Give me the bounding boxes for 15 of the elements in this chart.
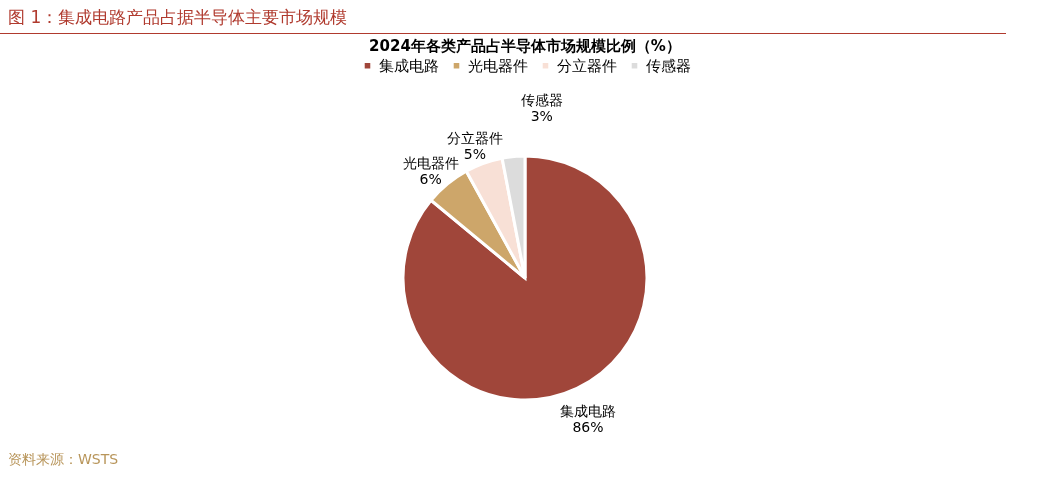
data-label: 5% bbox=[463, 145, 486, 162]
text: 图 1：集成电路产品占据半导体主要市场规模 bbox=[0, 0, 1006, 34]
slice-label: 光电器件 bbox=[402, 154, 459, 171]
slice-label: 分立器件 bbox=[446, 129, 503, 146]
text: 资料来源：WSTS bbox=[0, 446, 1006, 473]
legend-label: 集成电路 bbox=[379, 56, 439, 75]
chart-subtitle: 2024年各类产品占半导体市场规模比例（%） bbox=[369, 37, 681, 55]
data-label: 86% bbox=[572, 418, 604, 435]
slice-label: 集成电路 bbox=[560, 402, 617, 419]
slice-label: 传感器 bbox=[520, 91, 563, 108]
data-label: 6% bbox=[419, 170, 442, 187]
legend-label: 光电器件 bbox=[468, 56, 528, 75]
legend-label: 分立器件 bbox=[557, 56, 617, 75]
legend-label: 传感器 bbox=[646, 56, 691, 75]
data-label: 3% bbox=[530, 107, 553, 124]
